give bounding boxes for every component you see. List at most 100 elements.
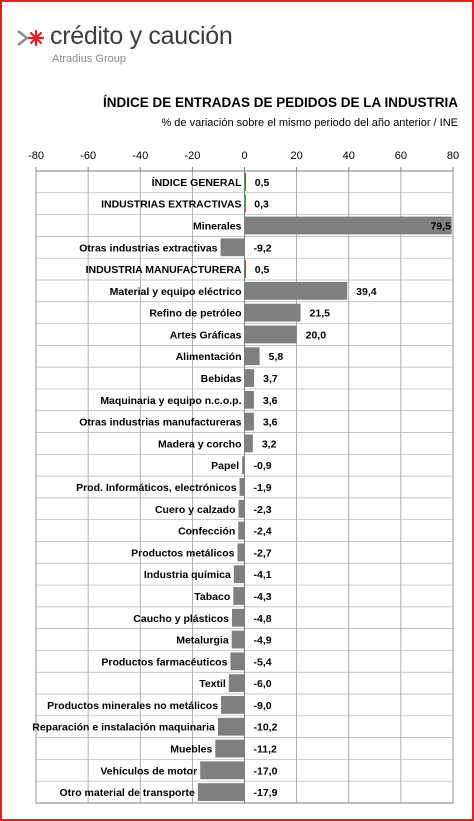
bar [230, 652, 245, 671]
bar [228, 674, 245, 693]
category-label: Material y equipo eléctrico [110, 286, 242, 298]
bar [215, 739, 245, 758]
bar [231, 608, 245, 627]
value-label: -6,0 [254, 678, 272, 690]
bar [197, 783, 245, 801]
value-label: -4,8 [254, 613, 272, 625]
category-label: ÍNDICE GENERAL [152, 176, 242, 189]
x-tick-label: 60 [395, 150, 407, 162]
category-label: Tabaco [194, 591, 230, 603]
value-label: -4,1 [254, 569, 272, 581]
bar [244, 347, 260, 366]
category-label: Productos farmacéuticos [101, 656, 227, 668]
value-label: -4,3 [254, 591, 272, 603]
bar [244, 412, 254, 431]
bar [244, 303, 301, 322]
value-label: 0,3 [254, 199, 269, 211]
x-tick-label: 0 [241, 150, 247, 162]
brand-group: Atradius Group [52, 53, 126, 65]
x-tick-label: -20 [184, 150, 200, 162]
bar [239, 478, 245, 496]
value-label: -17,0 [254, 765, 278, 777]
bar [217, 717, 245, 736]
category-label: Metalurgia [176, 635, 229, 647]
category-label: Maquinaria y equipo n.c.o.p. [100, 395, 241, 407]
bar [200, 761, 245, 780]
bar [220, 238, 245, 257]
value-label: 3,2 [262, 438, 277, 450]
bar [238, 499, 245, 518]
bar [244, 260, 246, 278]
company-logo: crédito y caución Atradius Group [16, 22, 276, 72]
x-tick-label: 40 [343, 150, 355, 162]
category-label: Reparación e instalación maquinaria [32, 722, 215, 734]
chart-subtitle: % de variación sobre el mismo periodo de… [161, 117, 458, 129]
value-label: -17,9 [254, 787, 278, 799]
category-label: Prod. Informáticos, electrónicos [76, 482, 237, 494]
category-label: Productos minerales no metálicos [47, 700, 218, 712]
category-label: Caucho y plásticos [133, 613, 229, 625]
x-tick-label: 80 [447, 150, 459, 162]
category-label: Cuero y calzado [155, 504, 236, 516]
value-label: -0,9 [254, 460, 272, 472]
value-label: 0,5 [255, 264, 270, 276]
value-label: 3,6 [263, 417, 278, 429]
bar [244, 281, 348, 300]
category-label: Minerales [193, 220, 242, 232]
bar [233, 565, 245, 584]
value-label: 39,4 [356, 286, 377, 298]
category-label: Textil [199, 678, 226, 690]
value-label: -2,3 [254, 504, 272, 516]
bar [238, 521, 245, 540]
bar [237, 543, 245, 562]
bar [244, 194, 246, 213]
bar [242, 456, 245, 475]
bar [244, 434, 253, 453]
value-label: -5,4 [254, 656, 272, 668]
category-label: Productos metálicos [131, 547, 234, 559]
bar [244, 369, 255, 387]
x-tick-label: 20 [291, 150, 303, 162]
brand-name: crédito y caución [50, 22, 233, 50]
category-label: Madera y corcho [158, 438, 241, 450]
category-label: INDUSTRIA MANUFACTURERA [86, 264, 242, 276]
value-label: -9,0 [254, 700, 272, 712]
value-label: -2,4 [254, 526, 272, 538]
value-label: -4,9 [254, 635, 272, 647]
arrow-star-icon [17, 29, 44, 47]
value-label: 0,5 [255, 177, 270, 189]
x-tick-label: -80 [28, 150, 44, 162]
category-label: Alimentación [176, 351, 242, 363]
bar [233, 587, 245, 605]
value-label: 3,7 [263, 373, 278, 385]
category-label: Otras industrias manufactureras [79, 417, 241, 429]
category-label: Otras industrias extractivas [79, 242, 217, 254]
category-label: Artes Gráficas [170, 329, 242, 341]
bar [231, 630, 245, 649]
category-label: Papel [211, 460, 239, 472]
category-label: Vehículos de motor [100, 765, 197, 777]
value-label: 21,5 [310, 308, 331, 320]
value-label: 20,0 [306, 329, 327, 341]
chart-title: ÍNDICE DE ENTRADAS DE PEDIDOS DE LA INDU… [102, 95, 458, 110]
value-label: 79,5 [431, 220, 452, 232]
category-label: Confección [178, 526, 235, 538]
x-tick-label: -40 [132, 150, 148, 162]
bar [244, 390, 254, 409]
category-label: INDUSTRIAS EXTRACTIVAS [101, 199, 241, 211]
category-label: Bebidas [201, 373, 242, 385]
x-tick-label: -60 [80, 150, 96, 162]
value-label: -9,2 [254, 242, 272, 254]
value-label: 3,6 [263, 395, 278, 407]
category-label: Refino de petróleo [149, 308, 241, 320]
category-label: Muebles [170, 744, 212, 756]
value-label: 5,8 [269, 351, 284, 363]
value-label: -10,2 [254, 722, 278, 734]
category-label: Industria química [144, 569, 231, 581]
bar [244, 173, 246, 191]
value-label: -1,9 [254, 482, 272, 494]
value-label: -11,2 [254, 744, 278, 756]
bar [244, 216, 452, 235]
value-label: -2,7 [254, 547, 272, 559]
